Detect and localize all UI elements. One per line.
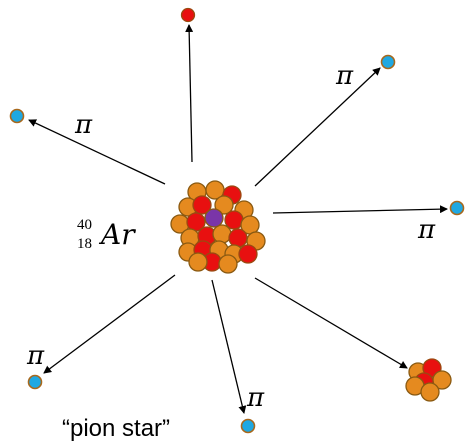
pion <box>451 202 464 215</box>
nucleon <box>239 245 257 263</box>
element-symbol: Ar <box>98 218 136 251</box>
mass-number: 40 <box>77 217 92 233</box>
nucleon <box>229 229 247 247</box>
arrow <box>29 120 165 184</box>
pion-label: π <box>74 110 93 140</box>
nucleus-center <box>205 209 223 227</box>
pion <box>29 376 42 389</box>
caption: “pion star” <box>62 415 170 442</box>
arrow <box>189 25 192 162</box>
pion <box>11 110 24 123</box>
fragment <box>406 359 451 401</box>
pion-label: π <box>246 383 265 413</box>
nucleus <box>171 181 265 273</box>
pion-label: π <box>335 61 354 91</box>
arrow <box>44 275 175 373</box>
pion-label: π <box>26 341 45 371</box>
pion <box>382 56 395 69</box>
atomic-number: 18 <box>77 236 92 252</box>
nucleon <box>189 253 207 271</box>
arrow <box>255 278 407 368</box>
arrow <box>273 209 447 213</box>
arrow <box>255 68 380 186</box>
proton <box>182 9 195 22</box>
pion-label: π <box>417 215 436 245</box>
nucleon <box>213 225 231 243</box>
arrow <box>212 280 244 413</box>
pion <box>242 420 255 433</box>
nucleon <box>219 255 237 273</box>
nucleon <box>421 383 439 401</box>
diagram: π π π π π 40 18 Ar “pion star” <box>0 0 465 446</box>
